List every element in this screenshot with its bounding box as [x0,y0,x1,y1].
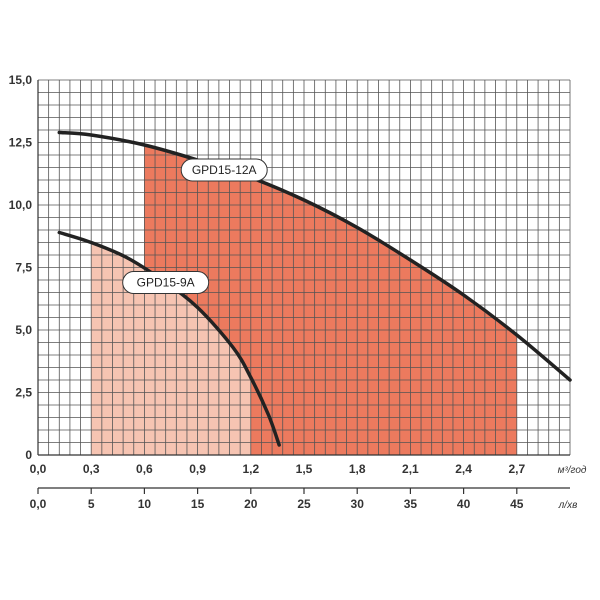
x2-tick-label: 0,0 [30,497,47,511]
x-tick-label: 1,5 [296,462,313,476]
x-tick-label: 0,6 [136,462,153,476]
curves [57,130,572,447]
y-tick-label: 10,0 [9,198,33,212]
y-tick-label: 7,5 [15,261,32,275]
x-tick-label: 1,2 [242,462,259,476]
y-tick-label: 12,5 [9,136,33,150]
x-tick-label: 0,9 [189,462,206,476]
y-tick-label: 5,0 [15,323,32,337]
x2-tick-label: 25 [297,497,311,511]
curve-gpd15-9a [57,230,281,447]
x2-tick-label: 40 [457,497,471,511]
label-bubble [180,158,268,182]
x-tick-label: 0,0 [30,462,47,476]
region-gpd15-9a [91,242,251,455]
curve-gpd15-12a [57,130,572,382]
x2-tick-label: 10 [138,497,152,511]
x-tick-label: 2,1 [402,462,419,476]
y-tick-label: 0 [25,448,32,462]
x-tick-label: 1,8 [349,462,366,476]
label-bubble [122,271,210,294]
x2-tick-label: 45 [510,497,524,511]
x-tick-label: 2,7 [508,462,525,476]
x2-tick-label: 20 [244,497,258,511]
x2-tick-label: 35 [404,497,418,511]
x2-tick-label: 30 [351,497,365,511]
y-tick-label: 2,5 [15,386,32,400]
x-unit-label: м³/год [558,465,587,476]
grid [37,79,571,456]
operating-regions [91,145,517,455]
y-tick-label: 15,0 [9,73,33,87]
x2-tick-label: 5 [88,497,95,511]
x2-tick-label: 15 [191,497,205,511]
axes: 0 2,5 5,0 7,5 10,0 12,5 15,0 0,0 0,3 0,6 0,9 1,2 1,5… [9,73,587,511]
curve-labels: GPD15-12A GPD15-9A [122,158,268,294]
series-label: GPD15-12A [192,163,257,177]
x2-unit-label: л/хв [558,500,578,511]
x-tick-label: 2,4 [455,462,472,476]
x-tick-label: 0,3 [83,462,100,476]
series-label: GPD15-9A [137,276,195,290]
